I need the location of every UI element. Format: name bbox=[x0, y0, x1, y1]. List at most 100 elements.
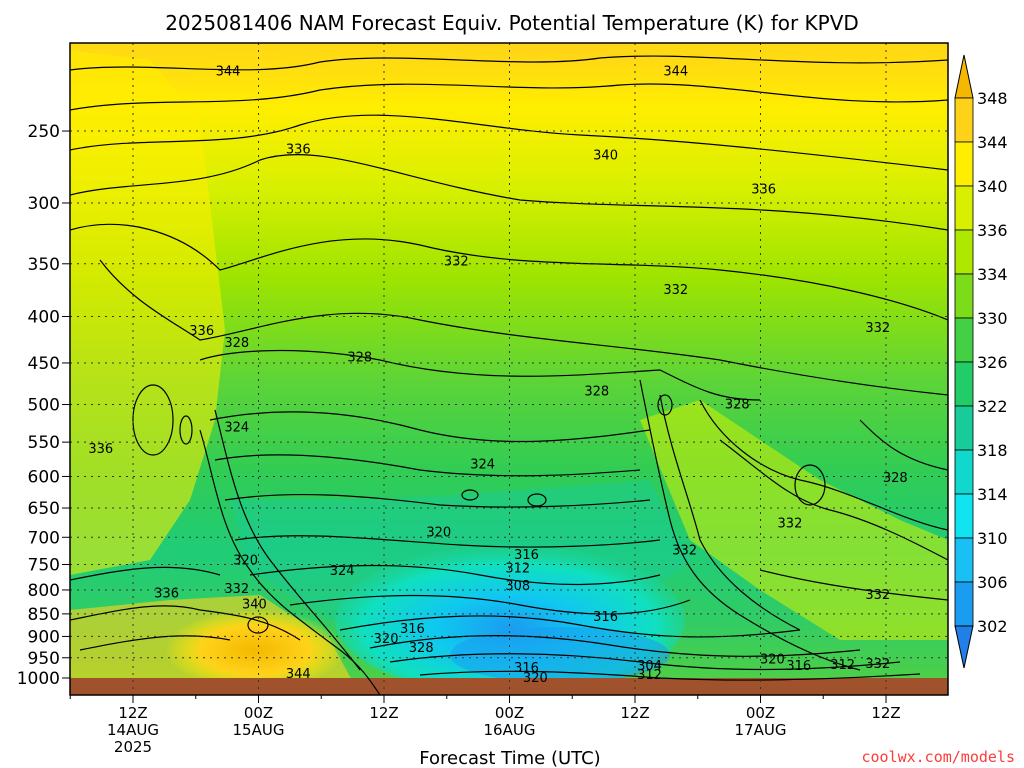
x-tick-label-4-0: 12Z bbox=[620, 704, 649, 722]
contour-label-17: 332 bbox=[778, 517, 803, 532]
contour-label-4: 336 bbox=[751, 183, 776, 198]
y-tick-label-300: 300 bbox=[28, 194, 60, 214]
contour-label-21: 320 bbox=[233, 553, 258, 568]
colorbar-label-322: 322 bbox=[977, 397, 1008, 416]
contour-label-32: 328 bbox=[409, 641, 434, 656]
contour-lines bbox=[70, 55, 948, 695]
contour-label-12: 328 bbox=[725, 398, 750, 413]
y-tick-label-850: 850 bbox=[28, 605, 60, 625]
contour-label-11: 328 bbox=[584, 385, 609, 400]
contour-label-36: 316 bbox=[786, 659, 811, 674]
colorbar-swatch-1 bbox=[954, 141, 974, 187]
contour-label-8: 328 bbox=[224, 336, 249, 351]
chart-title: 2025081406 NAM Forecast Equiv. Potential… bbox=[165, 11, 859, 35]
x-tick-label-5-1: 17AUG bbox=[735, 721, 787, 739]
colorbar-label-336: 336 bbox=[977, 221, 1008, 240]
colorbar-label-344: 344 bbox=[977, 133, 1008, 152]
colorbar-label-334: 334 bbox=[977, 265, 1008, 284]
contour-label-0: 344 bbox=[216, 65, 241, 80]
colorbar-label-326: 326 bbox=[977, 353, 1008, 372]
contour-label-10: 332 bbox=[865, 321, 890, 336]
contour-label-1: 344 bbox=[663, 65, 688, 80]
contour-label-41: 312 bbox=[637, 668, 662, 683]
plot-area: 344 344 336 340 336 332 332 336 328 328 332 328 328 3… bbox=[70, 43, 948, 695]
contour-label-3: 340 bbox=[593, 149, 618, 164]
y-tick-label-750: 750 bbox=[28, 555, 60, 575]
contour-labels: 344 344 336 340 336 332 332 336 328 328 332 328 328 3… bbox=[88, 65, 907, 686]
y-axis: 2503003504004505005506006507007508008509… bbox=[17, 122, 70, 689]
colorbar-swatch-4 bbox=[954, 273, 974, 319]
colorbar-swatch-9 bbox=[954, 493, 974, 539]
y-tick-label-950: 950 bbox=[28, 649, 60, 669]
contour-label-31: 320 bbox=[374, 632, 399, 647]
colorbar-label-340: 340 bbox=[977, 177, 1008, 196]
colorbar-label-314: 314 bbox=[977, 485, 1008, 504]
contour-label-30: 316 bbox=[400, 622, 425, 637]
y-tick-label-250: 250 bbox=[28, 122, 60, 142]
y-tick-label-900: 900 bbox=[28, 627, 60, 647]
contour-label-26: 332 bbox=[224, 582, 249, 597]
x-tick-label-6-0: 12Z bbox=[871, 704, 900, 722]
x-tick-label-3-1: 16AUG bbox=[484, 721, 536, 739]
contour-label-15: 324 bbox=[470, 457, 495, 472]
contour-label-23: 324 bbox=[330, 564, 355, 579]
colorbar-swatch-2 bbox=[954, 185, 974, 231]
contour-label-18: 320 bbox=[426, 526, 451, 541]
y-tick-label-550: 550 bbox=[28, 433, 60, 453]
right-yellow-region bbox=[640, 400, 948, 640]
warm-lowlevel-core bbox=[165, 610, 345, 690]
x-axis-label: Forecast Time (UTC) bbox=[419, 748, 600, 768]
contour-label-6: 332 bbox=[663, 283, 688, 298]
credit-text: coolwx.com/models bbox=[861, 748, 1015, 766]
y-tick-label-600: 600 bbox=[28, 467, 60, 487]
colorbar-label-348: 348 bbox=[977, 89, 1008, 108]
y-tick-label-700: 700 bbox=[28, 528, 60, 548]
contour-label-13: 324 bbox=[224, 421, 249, 436]
colorbar-top-arrow bbox=[954, 54, 974, 99]
contour-label-22: 312 bbox=[505, 562, 530, 577]
y-tick-label-450: 450 bbox=[28, 354, 60, 374]
contour-label-9: 328 bbox=[347, 351, 372, 366]
colorbar: 348 344 340 336 334 330 326 322 318 314 310 306 302 bbox=[954, 54, 1008, 669]
contour-label-19: 332 bbox=[672, 544, 697, 559]
colorbar-label-302: 302 bbox=[977, 617, 1008, 636]
x-tick-label-3-0: 00Z bbox=[495, 704, 524, 722]
colorbar-swatch-10 bbox=[954, 537, 974, 583]
contour-label-34: 316 bbox=[514, 661, 539, 676]
colorbar-bottom-arrow bbox=[954, 625, 974, 669]
x-tick-label-0-0: 12Z bbox=[118, 704, 147, 722]
contour-label-33: 320 bbox=[760, 652, 785, 667]
contour-label-20: 316 bbox=[514, 548, 539, 563]
contour-label-5: 332 bbox=[444, 255, 469, 270]
y-tick-label-650: 650 bbox=[28, 499, 60, 519]
top-warm-region-right bbox=[600, 43, 948, 93]
x-tick-label-1-0: 00Z bbox=[244, 704, 273, 722]
contour-label-38: 332 bbox=[865, 657, 890, 672]
colorbar-swatch-8 bbox=[954, 449, 974, 495]
colorbar-label-318: 318 bbox=[977, 441, 1008, 460]
colorbar-label-306: 306 bbox=[977, 573, 1008, 592]
contour-label-29: 316 bbox=[593, 610, 618, 625]
colorbar-swatch-3 bbox=[954, 229, 974, 275]
contour-label-25: 336 bbox=[154, 586, 179, 601]
contour-label-37: 312 bbox=[830, 658, 855, 673]
y-tick-label-500: 500 bbox=[28, 396, 60, 416]
y-tick-label-400: 400 bbox=[28, 307, 60, 327]
x-tick-label-2-0: 12Z bbox=[369, 704, 398, 722]
colorbar-swatch-6 bbox=[954, 361, 974, 407]
contour-label-28: 340 bbox=[242, 597, 267, 612]
contour-label-40: 320 bbox=[523, 671, 548, 686]
colorbar-swatch-7 bbox=[954, 405, 974, 451]
colorbar-swatch-0 bbox=[954, 97, 974, 143]
contour-label-7: 336 bbox=[189, 324, 214, 339]
y-tick-label-800: 800 bbox=[28, 581, 60, 601]
terrain-ground bbox=[70, 678, 948, 695]
contour-label-39: 344 bbox=[286, 667, 311, 682]
x-tick-label-0-2: 2025 bbox=[114, 738, 152, 756]
y-tick-label-350: 350 bbox=[28, 255, 60, 275]
contour-label-24: 308 bbox=[505, 579, 530, 594]
x-tick-label-1-1: 15AUG bbox=[233, 721, 285, 739]
colorbar-label-330: 330 bbox=[977, 309, 1008, 328]
